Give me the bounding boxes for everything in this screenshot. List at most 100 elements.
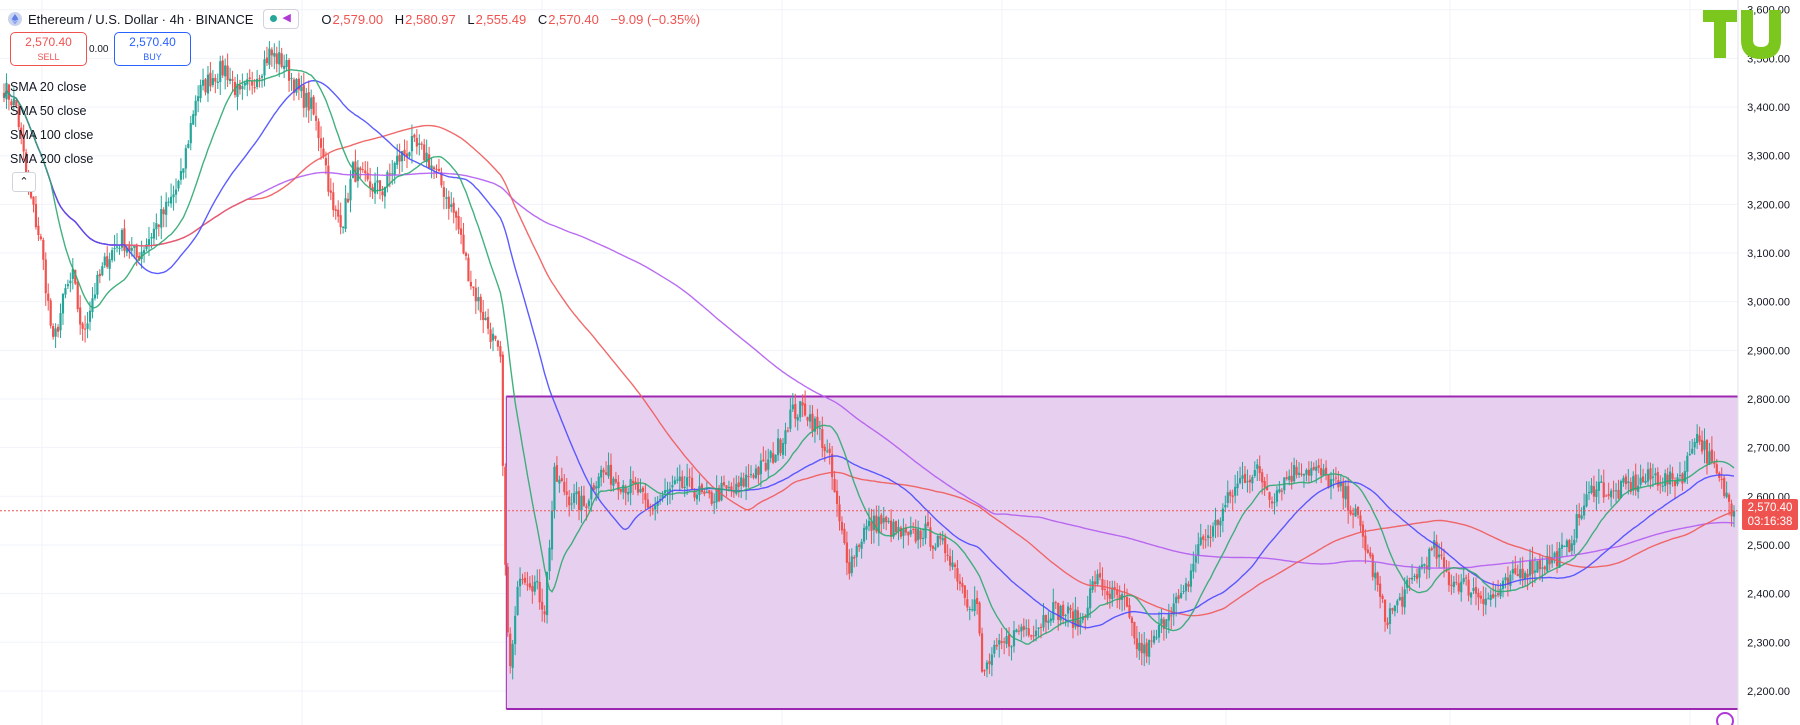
- candle-body: [1683, 471, 1686, 482]
- candle-body: [1106, 590, 1109, 596]
- candle-body: [52, 326, 55, 337]
- candle-body: [1199, 537, 1202, 545]
- candle-body: [831, 453, 834, 478]
- candle-body: [563, 481, 566, 492]
- candle-body: [1396, 600, 1399, 606]
- candle-body: [705, 491, 708, 493]
- candle-body: [74, 269, 77, 284]
- candle-body: [804, 403, 807, 416]
- candle-body: [533, 581, 536, 592]
- candle-body: [197, 96, 200, 102]
- candle-body: [1293, 465, 1296, 482]
- candle-body: [1042, 615, 1045, 628]
- candle-body: [690, 477, 694, 490]
- price-axis-tick-label: 3,200.00: [1747, 199, 1790, 211]
- candle-body: [455, 211, 458, 218]
- candle-body: [1541, 567, 1544, 569]
- candle-body: [1617, 489, 1620, 499]
- candle-body: [921, 538, 925, 540]
- symbol-title[interactable]: Ethereum / U.S. Dollar · 4h · BINANCE: [28, 11, 254, 27]
- candle-body: [619, 488, 622, 492]
- symbol-legend[interactable]: Ethereum / U.S. Dollar · 4h · BINANCE O2…: [8, 8, 700, 30]
- candle-body: [1496, 593, 1500, 596]
- candle-body: [516, 586, 519, 616]
- visibility-toggle-icon[interactable]: [263, 9, 300, 29]
- candle-body: [1025, 627, 1028, 629]
- candle-body: [1477, 592, 1480, 598]
- indicator-sma-20[interactable]: SMA 20 close: [10, 80, 87, 94]
- candle-body: [1352, 513, 1355, 515]
- candle-body: [1280, 490, 1283, 492]
- candle-body: [1592, 486, 1596, 497]
- candle-body: [885, 516, 888, 523]
- candle-body: [1241, 475, 1244, 479]
- candle-body: [1364, 535, 1367, 551]
- candle-body: [1388, 608, 1392, 624]
- candle-body: [187, 143, 190, 148]
- candle-body: [1098, 573, 1102, 578]
- candle-body: [366, 173, 369, 180]
- candle-body: [1349, 510, 1352, 515]
- candle-body: [167, 201, 170, 203]
- candle-body: [15, 99, 18, 107]
- candle-body: [1054, 602, 1057, 604]
- candle-body: [1381, 596, 1384, 600]
- candle-body: [1334, 477, 1338, 479]
- price-axis-tick-label: 2,500.00: [1747, 540, 1790, 552]
- candle-body: [1619, 481, 1623, 499]
- indicator-sma-50[interactable]: SMA 50 close: [10, 104, 87, 118]
- candle-body: [1251, 477, 1254, 484]
- drawing-tool-icon[interactable]: [1716, 712, 1734, 725]
- candle-body: [587, 500, 590, 507]
- candle-body: [759, 460, 762, 475]
- candle-body: [150, 236, 153, 239]
- indicator-sma-100[interactable]: SMA 100 close: [10, 128, 94, 142]
- sell-label: SELL: [37, 52, 60, 62]
- candle-body: [604, 472, 608, 475]
- candle-body: [577, 491, 581, 510]
- candle-body: [1533, 570, 1537, 573]
- candle-body: [799, 401, 802, 418]
- candle-body: [1342, 482, 1345, 499]
- candle-body: [1189, 570, 1193, 587]
- candle-body: [774, 454, 777, 462]
- candle-body: [214, 77, 217, 82]
- candle-body: [681, 476, 684, 488]
- candle-body: [1344, 486, 1347, 500]
- buy-button[interactable]: 2,570.40 BUY: [114, 32, 191, 66]
- candle-body: [1713, 461, 1716, 465]
- candle-body: [1487, 598, 1490, 600]
- candle-body: [130, 248, 133, 251]
- price-axis-tick-label: 2,900.00: [1747, 345, 1790, 357]
- indicator-sma-200[interactable]: SMA 200 close: [10, 152, 94, 166]
- candle-body: [319, 138, 323, 148]
- candle-body: [683, 486, 686, 489]
- candle-body: [1474, 586, 1478, 594]
- candle-body: [1039, 626, 1043, 628]
- candle-body: [1108, 593, 1111, 599]
- candle-body: [1302, 473, 1306, 476]
- candle-body: [1037, 627, 1040, 629]
- candle-body: [1528, 559, 1532, 576]
- candle-body: [405, 153, 409, 157]
- candle-body: [1415, 574, 1419, 580]
- candle-body: [548, 547, 551, 572]
- candle-body: [1379, 583, 1382, 597]
- candle-body: [929, 527, 932, 547]
- candle-body: [1027, 628, 1030, 636]
- candle-body: [747, 476, 750, 478]
- candle-body: [1391, 608, 1394, 611]
- candle-body: [1570, 543, 1573, 551]
- candle-body: [764, 462, 767, 471]
- collapse-legend-button[interactable]: ⌃: [12, 172, 36, 192]
- candle-body: [39, 236, 42, 240]
- candle-body: [71, 268, 74, 279]
- sell-button[interactable]: 2,570.40 SELL: [10, 32, 87, 66]
- candle-body: [730, 486, 733, 491]
- candle-body: [1288, 476, 1291, 481]
- candle-body: [1479, 595, 1482, 599]
- candle-body: [720, 482, 723, 501]
- candle-body: [762, 459, 765, 462]
- candle-body: [1145, 642, 1148, 657]
